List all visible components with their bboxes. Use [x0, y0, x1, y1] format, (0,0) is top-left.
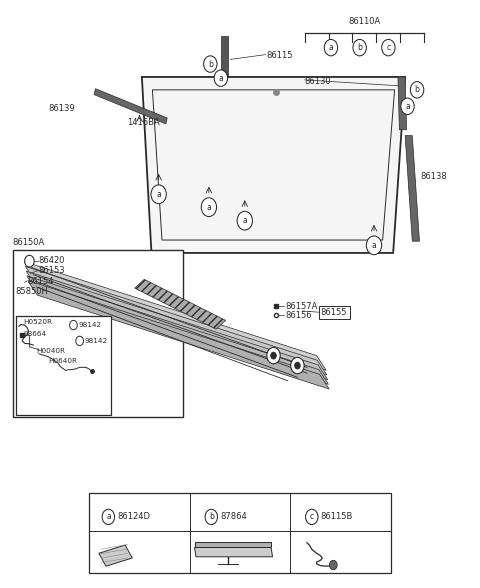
- Circle shape: [151, 185, 166, 203]
- Text: a: a: [106, 512, 111, 522]
- Polygon shape: [194, 542, 271, 547]
- Text: 98142: 98142: [79, 322, 102, 328]
- Text: c: c: [310, 512, 314, 522]
- Text: a: a: [242, 216, 247, 225]
- Text: b: b: [208, 59, 213, 69]
- Text: c: c: [386, 43, 390, 52]
- Polygon shape: [405, 136, 420, 241]
- Circle shape: [204, 56, 217, 72]
- Text: 98142: 98142: [85, 338, 108, 344]
- Text: a: a: [372, 241, 376, 250]
- Circle shape: [267, 348, 280, 364]
- Bar: [12, 250, 182, 417]
- Circle shape: [70, 320, 77, 330]
- Circle shape: [329, 560, 337, 570]
- Circle shape: [353, 39, 366, 56]
- Bar: [89, 493, 391, 573]
- Polygon shape: [24, 262, 326, 370]
- Circle shape: [102, 509, 115, 524]
- Circle shape: [237, 211, 252, 230]
- Polygon shape: [27, 276, 328, 385]
- Polygon shape: [26, 271, 328, 380]
- Text: 86115B: 86115B: [321, 512, 353, 522]
- Text: 86124D: 86124D: [117, 512, 150, 522]
- Text: H0640R: H0640R: [48, 359, 78, 365]
- Text: 86139: 86139: [48, 103, 75, 112]
- Circle shape: [214, 70, 228, 86]
- Circle shape: [205, 509, 217, 524]
- Text: 98664: 98664: [24, 331, 47, 337]
- Polygon shape: [25, 266, 327, 375]
- Circle shape: [291, 358, 304, 374]
- Bar: [319, 306, 350, 319]
- Text: b: b: [209, 512, 214, 522]
- Text: 86138: 86138: [420, 172, 447, 181]
- Text: H0520R: H0520R: [24, 319, 53, 325]
- Text: 86157A: 86157A: [286, 302, 318, 311]
- Polygon shape: [28, 280, 329, 389]
- Polygon shape: [99, 545, 132, 566]
- Polygon shape: [94, 89, 167, 124]
- Circle shape: [382, 39, 395, 56]
- Circle shape: [24, 255, 34, 267]
- Text: a: a: [329, 43, 333, 52]
- Text: a: a: [405, 102, 410, 111]
- Polygon shape: [135, 279, 226, 329]
- Circle shape: [201, 198, 216, 216]
- Text: 85850H: 85850H: [15, 286, 48, 296]
- Polygon shape: [221, 36, 228, 77]
- Polygon shape: [398, 77, 407, 130]
- Circle shape: [306, 509, 318, 524]
- Text: a: a: [206, 203, 211, 212]
- Text: 86155: 86155: [321, 308, 347, 317]
- Circle shape: [324, 39, 337, 56]
- Bar: [16, 316, 111, 416]
- Circle shape: [366, 236, 382, 255]
- Text: 86156: 86156: [286, 310, 312, 320]
- Text: 1416BA: 1416BA: [128, 118, 160, 126]
- Text: b: b: [415, 85, 420, 94]
- Text: a: a: [156, 190, 161, 199]
- Text: 86420: 86420: [38, 256, 64, 265]
- Text: 86150A: 86150A: [12, 238, 45, 247]
- Circle shape: [410, 82, 424, 98]
- Text: a: a: [218, 74, 223, 83]
- Polygon shape: [194, 547, 273, 557]
- Polygon shape: [142, 77, 405, 253]
- Text: 86153: 86153: [38, 266, 65, 275]
- Circle shape: [76, 336, 84, 346]
- Circle shape: [271, 352, 276, 359]
- Text: 86110A: 86110A: [348, 17, 381, 26]
- Text: H0040R: H0040R: [36, 348, 66, 354]
- Circle shape: [295, 362, 300, 369]
- Text: 86130: 86130: [305, 76, 331, 86]
- Text: 87864: 87864: [220, 512, 247, 522]
- Text: 86115: 86115: [266, 51, 293, 60]
- Text: 86154: 86154: [27, 276, 53, 286]
- Circle shape: [401, 98, 414, 115]
- Text: b: b: [357, 43, 362, 52]
